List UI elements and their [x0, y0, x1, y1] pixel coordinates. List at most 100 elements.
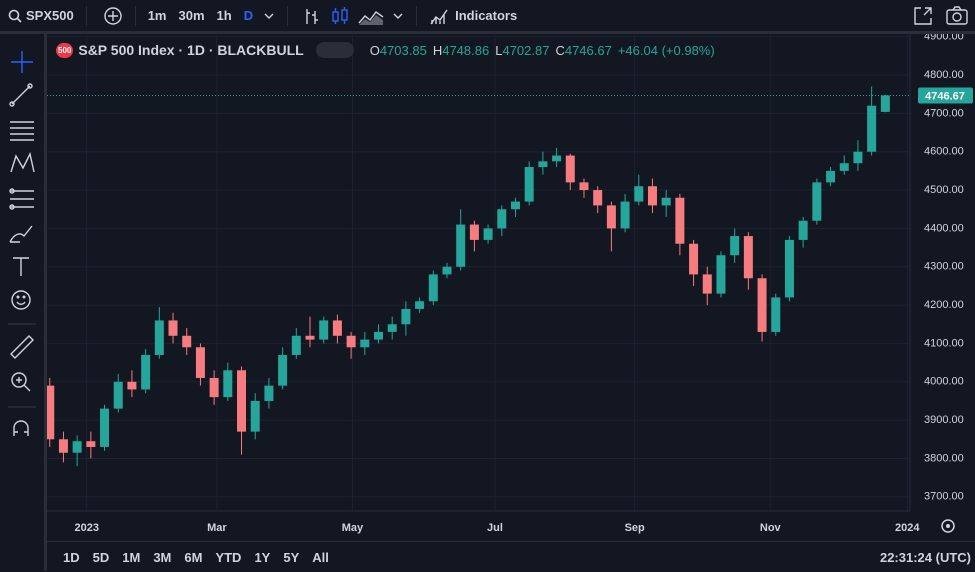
brush-tool[interactable] — [9, 225, 33, 243]
range-button[interactable]: 5D — [92, 549, 110, 565]
y-tick-label: 4000.00 — [924, 376, 964, 388]
range-button[interactable]: All — [312, 549, 329, 565]
candle-body — [880, 95, 890, 112]
indicators-icon[interactable] — [429, 6, 449, 26]
candle-body — [278, 354, 288, 386]
settings-icon[interactable] — [941, 519, 955, 533]
clock: 22:31:24 (UTC) — [879, 549, 971, 565]
interval-dropdown[interactable] — [263, 11, 275, 21]
symbol[interactable]: SPX500 — [26, 8, 74, 23]
candle-body — [757, 278, 767, 332]
y-tick-label: 4100.00 — [924, 337, 964, 349]
interval[interactable]: 1h — [216, 8, 232, 23]
candle-body — [524, 167, 534, 202]
symbol-badge: 500 — [56, 42, 74, 58]
y-tick-label: 4400.00 — [924, 222, 964, 234]
bottom-toolbar: 1D 5D 1M 3M 6M YTD 1Y 5Y All 22:31:24 (U… — [47, 541, 975, 572]
candle-body — [47, 385, 55, 440]
candle-body — [784, 239, 794, 298]
y-tick-label: 3700.00 — [924, 491, 964, 503]
candle-body — [497, 209, 507, 229]
range-button[interactable]: 1D — [63, 549, 80, 565]
ohlc-label: O — [369, 42, 380, 58]
y-tick-label: 4500.00 — [924, 184, 964, 196]
magnet-tool[interactable] — [13, 420, 29, 436]
trend-line-tool[interactable] — [9, 83, 33, 107]
candle-body — [291, 335, 301, 355]
zoom-tool[interactable] — [11, 372, 31, 392]
style-dropdown[interactable] — [392, 11, 404, 21]
y-tick-label: 3900.00 — [924, 414, 964, 426]
text-tool[interactable] — [13, 257, 29, 276]
candles-icon[interactable] — [330, 6, 350, 26]
candle-body — [689, 243, 699, 275]
legend-title: S&P 500 Index · 1D · BLACKBULL — [78, 42, 304, 58]
candle-body — [798, 220, 808, 240]
legend: 500 S&P 500 Index · 1D · BLACKBULL O 4703… — [56, 42, 715, 58]
candle-body — [168, 320, 178, 336]
crosshair-tool[interactable] — [11, 51, 33, 73]
pattern-tool[interactable] — [10, 151, 35, 173]
candle-body — [853, 151, 863, 164]
drawing-tools — [8, 51, 36, 436]
candle-body — [141, 354, 151, 390]
candle-body — [867, 105, 877, 152]
candle-body — [565, 155, 575, 183]
range-button[interactable]: 1Y — [254, 549, 271, 565]
y-tick-label: 4700.00 — [924, 107, 964, 119]
x-tick-label: 2023 — [74, 522, 98, 534]
candle-body — [223, 370, 233, 398]
range-button[interactable]: 5Y — [283, 549, 300, 565]
area-icon[interactable] — [358, 6, 384, 26]
candle-body — [209, 377, 219, 398]
y-tick-label: 4300.00 — [924, 261, 964, 273]
candle-body — [538, 161, 548, 168]
range-button[interactable]: 6M — [184, 549, 203, 565]
interval-active[interactable]: D — [243, 8, 254, 23]
candle-body — [86, 441, 96, 447]
candle-body — [743, 236, 753, 279]
ohlc-value: 4748.86 — [442, 42, 490, 58]
search-icon[interactable] — [8, 9, 22, 23]
candle-body — [374, 331, 384, 340]
bars-icon[interactable] — [302, 6, 322, 26]
prediction-tool[interactable] — [9, 188, 34, 210]
last-price-tag — [918, 87, 973, 104]
range-button[interactable]: YTD — [215, 549, 242, 565]
range-button[interactable]: 1M — [122, 549, 141, 565]
y-tick-label: 4600.00 — [924, 146, 964, 158]
candle-body — [826, 170, 836, 183]
fib-tool[interactable] — [10, 121, 34, 141]
ohlc-value: 4702.87 — [502, 42, 550, 58]
fullscreen-icon[interactable] — [913, 6, 933, 26]
last-price-label: 4746.67 — [925, 90, 965, 102]
range-button[interactable]: 3M — [153, 549, 172, 565]
candle-body — [469, 224, 479, 240]
candle-body — [305, 335, 315, 340]
candle-body — [606, 205, 616, 229]
candle-body — [579, 182, 589, 191]
candle-body — [456, 224, 466, 267]
separator — [287, 5, 289, 26]
settings-center — [946, 524, 950, 528]
emoji-tool[interactable] — [11, 290, 31, 310]
x-tick-label: Nov — [760, 522, 782, 534]
snapshot-icon[interactable] — [946, 5, 968, 26]
interval[interactable]: 1m — [147, 8, 167, 23]
ohlc-label: L — [495, 42, 503, 58]
candle-body — [442, 266, 452, 275]
candle-body — [401, 308, 411, 325]
candle-body — [510, 201, 520, 210]
candle-body — [264, 385, 274, 401]
visibility-toggle[interactable] — [315, 42, 354, 58]
candle-body — [730, 236, 740, 256]
candle-body — [360, 339, 370, 348]
top-toolbar: SPX500 1m 30m 1h D Indicators — [0, 0, 975, 34]
add-symbol[interactable] — [103, 6, 123, 26]
indicators-button[interactable]: Indicators — [455, 8, 518, 23]
ohlc-label: H — [432, 42, 443, 58]
x-tick-label: May — [342, 522, 364, 534]
interval[interactable]: 30m — [178, 8, 205, 23]
ruler-tool[interactable] — [10, 335, 34, 359]
candle-body — [702, 274, 712, 294]
